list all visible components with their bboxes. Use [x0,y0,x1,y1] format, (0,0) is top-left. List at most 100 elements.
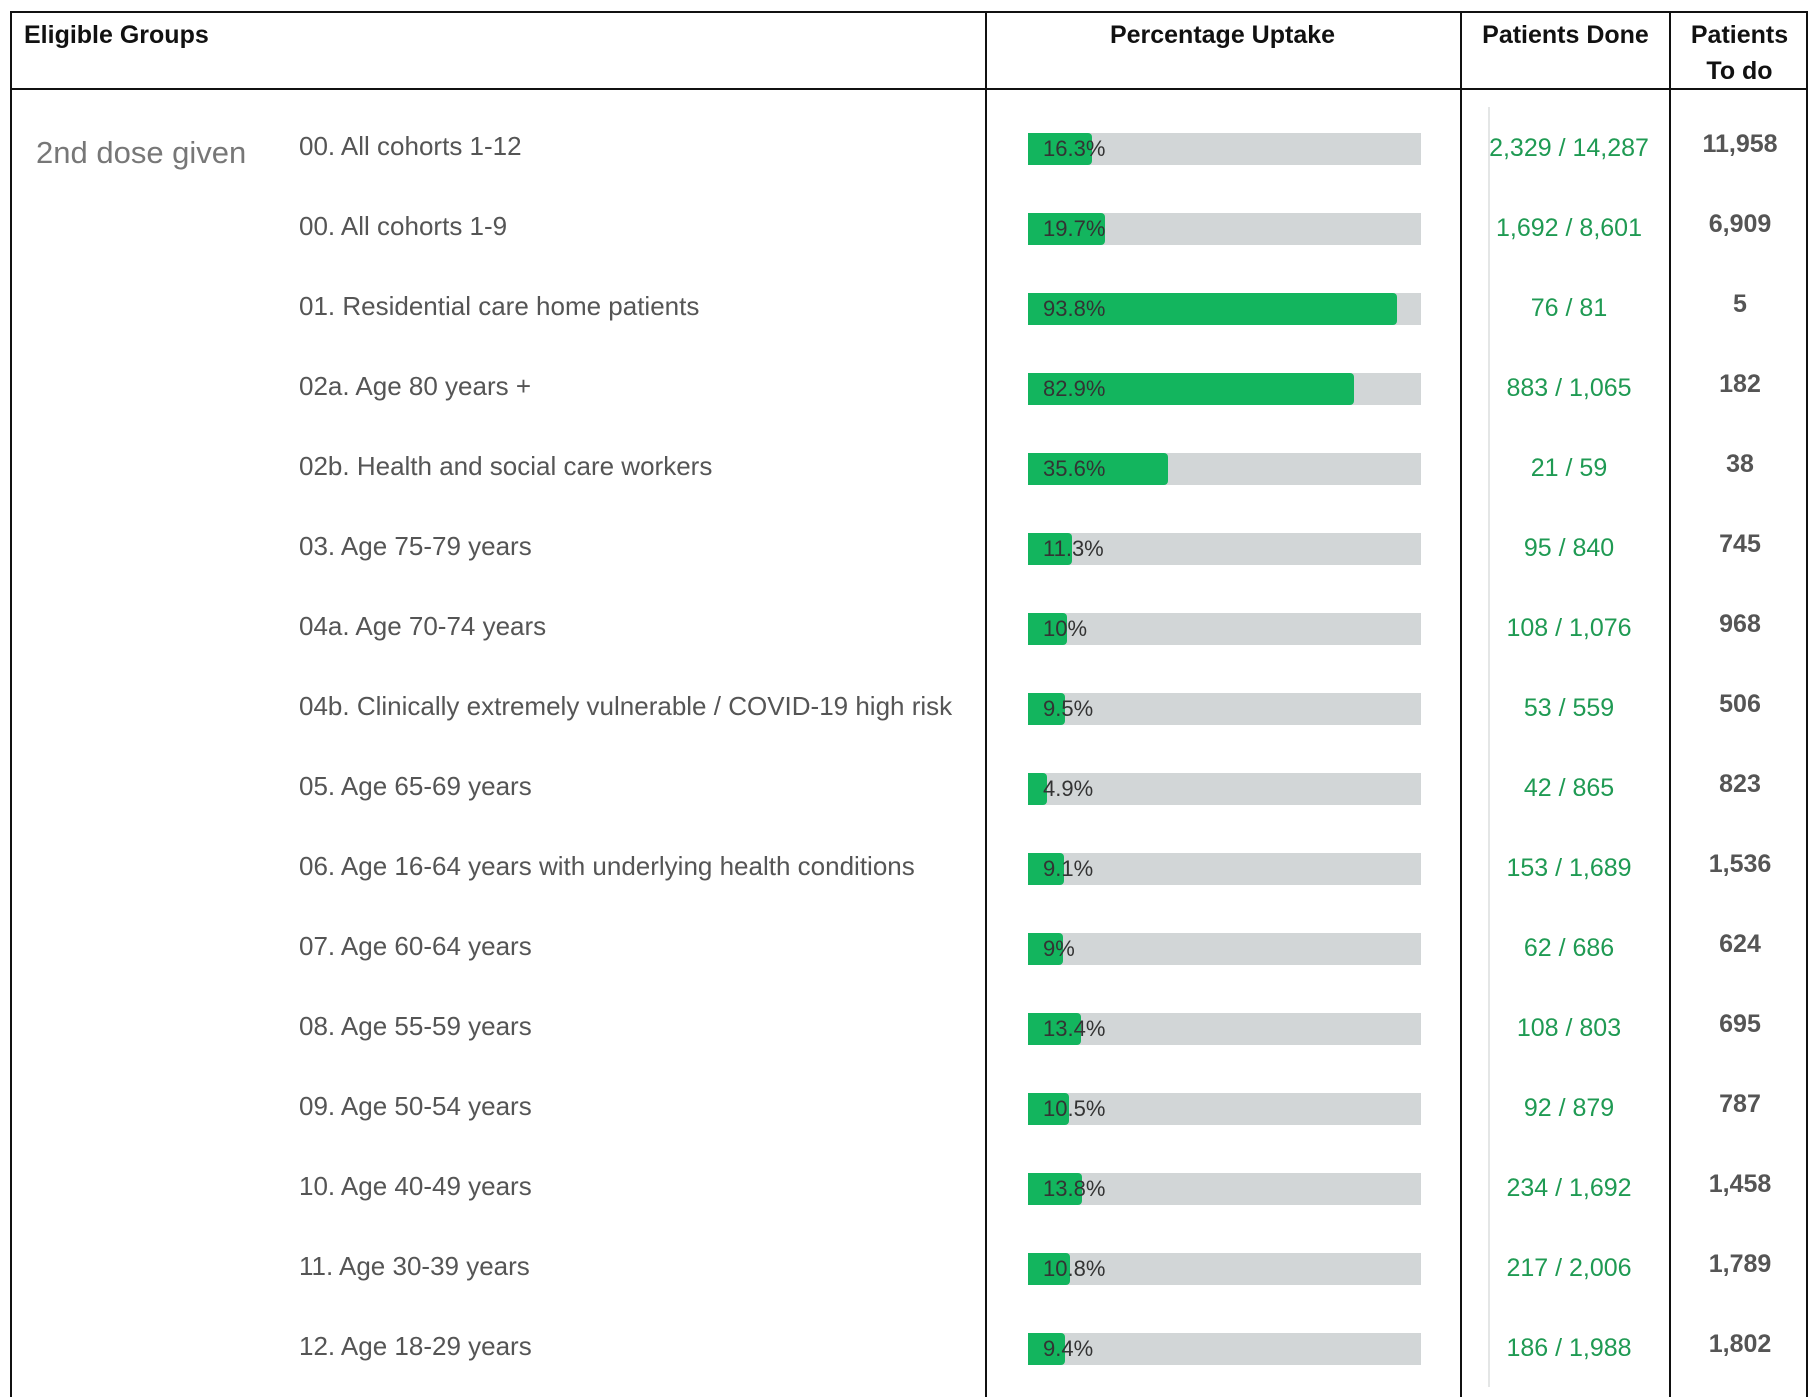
row-label: 08. Age 55-59 years [299,1011,532,1041]
uptake-percentage: 9.4% [1043,1336,1094,1361]
uptake-bar-fill [1028,293,1397,325]
column-divider [985,13,987,1397]
patients-done: 217 / 2,006 [1506,1254,1632,1282]
patients-done: 53 / 559 [1523,694,1615,722]
patients-done: 62 / 686 [1523,934,1615,962]
patients-to-do: 695 [1719,1010,1761,1038]
patients-done: 21 / 59 [1530,454,1608,482]
row-label: 00. All cohorts 1-9 [299,211,508,241]
uptake-bar-track: 10% [1028,613,1421,645]
table-row: 06. Age 16-64 years with underlying heal… [12,828,1806,908]
row-label: 11. Age 30-39 years [299,1251,530,1281]
uptake-percentage: 9% [1043,936,1075,961]
table-row: 11. Age 30-39 years 10.8% 217 / 2,006 1,… [12,1228,1806,1308]
uptake-bar-fill [1028,373,1354,405]
patients-done: 42 / 865 [1523,774,1615,802]
row-label: 03. Age 75-79 years [299,531,532,561]
uptake-bar-fill [1028,1093,1070,1125]
uptake-percentage: 93.8% [1043,296,1106,321]
uptake-bar-track: 10.5% [1028,1093,1421,1125]
uptake-bar-fill [1028,613,1068,645]
uptake-table: Eligible Groups Percentage Uptake Patien… [10,11,1808,1397]
uptake-bar-fill [1028,1173,1083,1205]
uptake-bar-track: 4.9% [1028,773,1421,805]
uptake-bar-fill [1028,133,1093,165]
patients-done: 234 / 1,692 [1506,1174,1632,1202]
uptake-percentage: 82.9% [1043,376,1106,401]
uptake-bar-fill [1028,533,1073,565]
uptake-percentage: 13.4% [1043,1016,1106,1041]
uptake-percentage: 16.3% [1043,136,1106,161]
patients-to-do: 38 [1726,450,1754,478]
patients-done: 95 / 840 [1523,534,1615,562]
uptake-percentage: 10.5% [1043,1096,1106,1121]
table-row: 05. Age 65-69 years 4.9% 42 / 865 823 [12,748,1806,828]
uptake-bar-track: 19.7% [1028,213,1421,245]
row-label: 02b. Health and social care workers [299,451,713,481]
row-label: 07. Age 60-64 years [299,931,532,961]
patients-done: 2,329 / 14,287 [1489,134,1649,162]
patients-to-do: 5 [1733,290,1747,318]
uptake-bar-fill [1028,1333,1065,1365]
header-divider [12,88,1806,90]
row-label: 04b. Clinically extremely vulnerable / C… [299,691,953,721]
patients-done: 1,692 / 8,601 [1496,214,1642,242]
row-label: 04a. Age 70-74 years [299,611,547,641]
row-label: 05. Age 65-69 years [299,771,532,801]
row-label: 06. Age 16-64 years with underlying heal… [299,851,915,881]
uptake-bar-fill [1028,453,1168,485]
column-divider [1460,13,1462,1397]
patients-to-do: 624 [1719,930,1761,958]
column-divider [1669,13,1671,1397]
patients-done: 92 / 879 [1523,1094,1615,1122]
row-label: 02a. Age 80 years + [299,371,532,401]
uptake-bar-track: 9.4% [1028,1333,1421,1365]
uptake-bar-fill [1028,1013,1081,1045]
uptake-bar-track: 16.3% [1028,133,1421,165]
patients-to-do: 1,458 [1708,1170,1772,1198]
uptake-percentage: 4.9% [1043,776,1094,801]
uptake-percentage: 11.3% [1043,536,1104,561]
patients-to-do: 823 [1719,770,1761,798]
table-row: 04b. Clinically extremely vulnerable / C… [12,668,1806,748]
patients-done: 883 / 1,065 [1506,374,1632,402]
uptake-bar-fill [1028,693,1066,725]
uptake-bar-track: 11.3% [1028,533,1421,565]
patients-to-do: 506 [1719,690,1761,718]
header-eligible-groups: Eligible Groups [24,21,209,49]
uptake-bar-fill [1028,933,1064,965]
uptake-percentage: 19.7% [1043,216,1106,241]
table-row: 04a. Age 70-74 years 10% 108 / 1,076 968 [12,588,1806,668]
uptake-bar-track: 13.8% [1028,1173,1421,1205]
patients-to-do: 11,958 [1702,130,1778,158]
row-label: 00. All cohorts 1-12 [299,131,522,161]
table-row: 02a. Age 80 years + 82.9% 883 / 1,065 18… [12,348,1806,428]
patients-done: 186 / 1,988 [1506,1334,1632,1362]
uptake-percentage: 13.8% [1043,1176,1106,1201]
header-percentage-uptake: Percentage Uptake [1109,21,1336,49]
row-label: 10. Age 40-49 years [299,1171,532,1201]
patients-to-do: 182 [1719,370,1761,398]
table-row: 00. All cohorts 1-12 16.3% 2,329 / 14,28… [12,108,1806,188]
uptake-bar-track: 9.5% [1028,693,1421,725]
uptake-bar-fill [1028,773,1048,805]
table-row: 03. Age 75-79 years 11.3% 95 / 840 745 [12,508,1806,588]
uptake-percentage: 10% [1043,616,1088,641]
uptake-bar-track: 35.6% [1028,453,1421,485]
table-row: 09. Age 50-54 years 10.5% 92 / 879 787 [12,1068,1806,1148]
row-label: 12. Age 18-29 years [299,1331,532,1361]
uptake-bar-track: 9.1% [1028,853,1421,885]
table-row: 01. Residential care home patients 93.8%… [12,268,1806,348]
uptake-bar-fill [1028,1253,1071,1285]
patients-done: 108 / 1,076 [1506,614,1632,642]
uptake-bar-track: 9% [1028,933,1421,965]
patients-to-do: 1,789 [1708,1250,1772,1278]
table-row: 08. Age 55-59 years 13.4% 108 / 803 695 [12,988,1806,1068]
uptake-percentage: 9.1% [1043,856,1094,881]
table-row: 12. Age 18-29 years 9.4% 186 / 1,988 1,8… [12,1308,1806,1388]
table-row: 07. Age 60-64 years 9% 62 / 686 624 [12,908,1806,988]
uptake-bar-fill [1028,853,1064,885]
uptake-bar-track: 93.8% [1028,293,1421,325]
uptake-percentage: 9.5% [1043,696,1094,721]
patients-to-do: 787 [1719,1090,1761,1118]
